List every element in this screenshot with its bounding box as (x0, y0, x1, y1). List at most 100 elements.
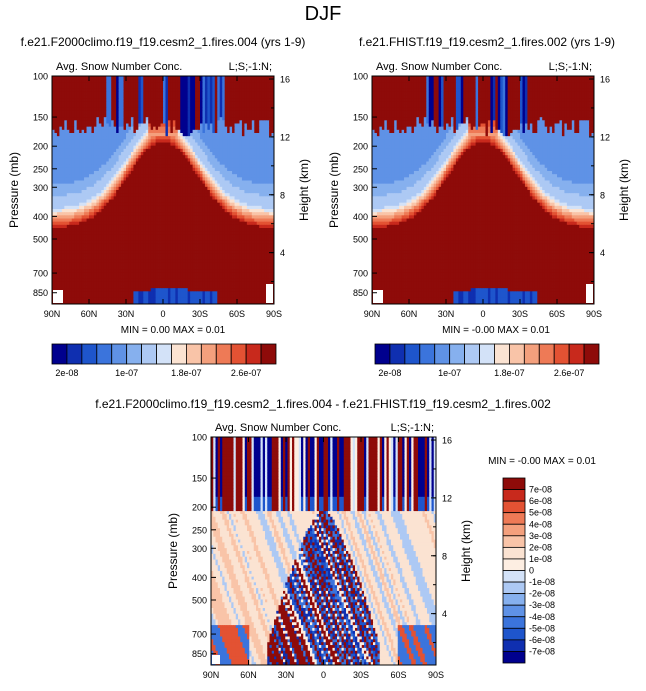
contour-cell (86, 224, 90, 229)
contour-cell (52, 133, 55, 137)
contour-cell (266, 183, 270, 188)
contour-cell (163, 224, 166, 229)
contour-cell (234, 218, 238, 223)
contour-cell (170, 126, 174, 131)
contour-cell (227, 82, 230, 86)
contour-cell (86, 177, 90, 181)
contour-cell (195, 155, 198, 159)
contour-cell (138, 231, 142, 235)
contour-cell (113, 231, 117, 235)
contour-cell (64, 215, 68, 219)
contour-cell (130, 107, 134, 112)
contour-cell (185, 221, 189, 226)
contour-cell (86, 196, 90, 200)
contour-cell (165, 145, 169, 150)
contour-cell (56, 152, 60, 156)
contour-cell (234, 104, 238, 109)
contour-cell (165, 117, 169, 121)
contour-cell (126, 171, 129, 175)
contour-cell (71, 161, 75, 166)
contour-cell (126, 212, 129, 216)
contour-cell (150, 107, 154, 112)
contour-cell (229, 193, 233, 197)
contour-cell (185, 76, 189, 80)
contour-cell (229, 237, 233, 242)
contour-cell (207, 209, 211, 213)
contour-cell (118, 243, 122, 248)
contour-cell (232, 120, 235, 124)
contour-cell (237, 129, 240, 134)
contour-cell (81, 215, 85, 219)
contour-cell (81, 205, 85, 210)
contour-cell (93, 123, 97, 128)
contour-cell (113, 145, 117, 150)
contour-cell (185, 126, 189, 131)
contour-cell (84, 101, 87, 105)
contour-cell (108, 85, 112, 90)
contour-cell (195, 221, 198, 226)
contour-cell (138, 247, 142, 251)
contour-cell (84, 139, 87, 143)
contour-cell (121, 171, 124, 175)
contour-cell (148, 224, 152, 229)
contour-cell (224, 186, 228, 191)
contour-cell (259, 228, 263, 232)
contour-cell (244, 205, 248, 210)
contour-cell (89, 234, 92, 238)
contour-cell (158, 193, 161, 197)
contour-cell (153, 215, 156, 219)
contour-cell (135, 243, 139, 248)
contour-cell (98, 79, 102, 83)
contour-cell (133, 107, 137, 112)
contour-cell (254, 107, 258, 112)
contour-cell (214, 110, 218, 115)
contour-cell (192, 158, 196, 162)
contour-cell (182, 155, 186, 159)
contour-cell (96, 186, 100, 191)
contour-cell (232, 110, 235, 115)
contour-cell (135, 190, 139, 194)
contour-cell (116, 101, 119, 105)
contour-cell (209, 91, 213, 96)
contour-cell (261, 186, 265, 191)
contour-cell (148, 126, 152, 131)
contour-cell (59, 85, 63, 90)
contour-cell (269, 88, 272, 93)
contour-cell (190, 190, 193, 194)
contour-cell (264, 91, 267, 96)
contour-cell (158, 82, 161, 86)
contour-cell (269, 155, 272, 159)
contour-cell (202, 231, 206, 235)
contour-cell (271, 247, 274, 251)
contour-cell (192, 95, 196, 99)
contour-cell (197, 148, 201, 153)
contour-cell (61, 91, 65, 96)
contour-cell (214, 129, 218, 134)
contour-cell (52, 209, 55, 213)
contour-cell (76, 79, 80, 83)
contour-cell (180, 171, 184, 175)
contour-cell (269, 228, 272, 232)
contour-cell (145, 202, 149, 207)
contour-cell (153, 82, 156, 86)
contour-cell (101, 136, 105, 140)
contour-cell (197, 205, 201, 210)
contour-cell (180, 224, 184, 229)
contour-cell (98, 152, 102, 156)
contour-cell (241, 91, 245, 96)
contour-cell (101, 104, 105, 109)
contour-cell (128, 107, 132, 112)
contour-cell (195, 186, 198, 191)
contour-cell (96, 221, 100, 226)
contour-cell (74, 183, 78, 188)
contour-cell (56, 158, 60, 162)
contour-cell (86, 190, 90, 194)
contour-cell (158, 126, 161, 131)
contour-cell (180, 183, 184, 188)
contour-cell (148, 243, 152, 248)
contour-cell (182, 158, 186, 162)
contour-cell (254, 145, 258, 150)
contour-cell (241, 240, 245, 245)
contour-cell (234, 161, 238, 166)
contour-cell (76, 215, 80, 219)
